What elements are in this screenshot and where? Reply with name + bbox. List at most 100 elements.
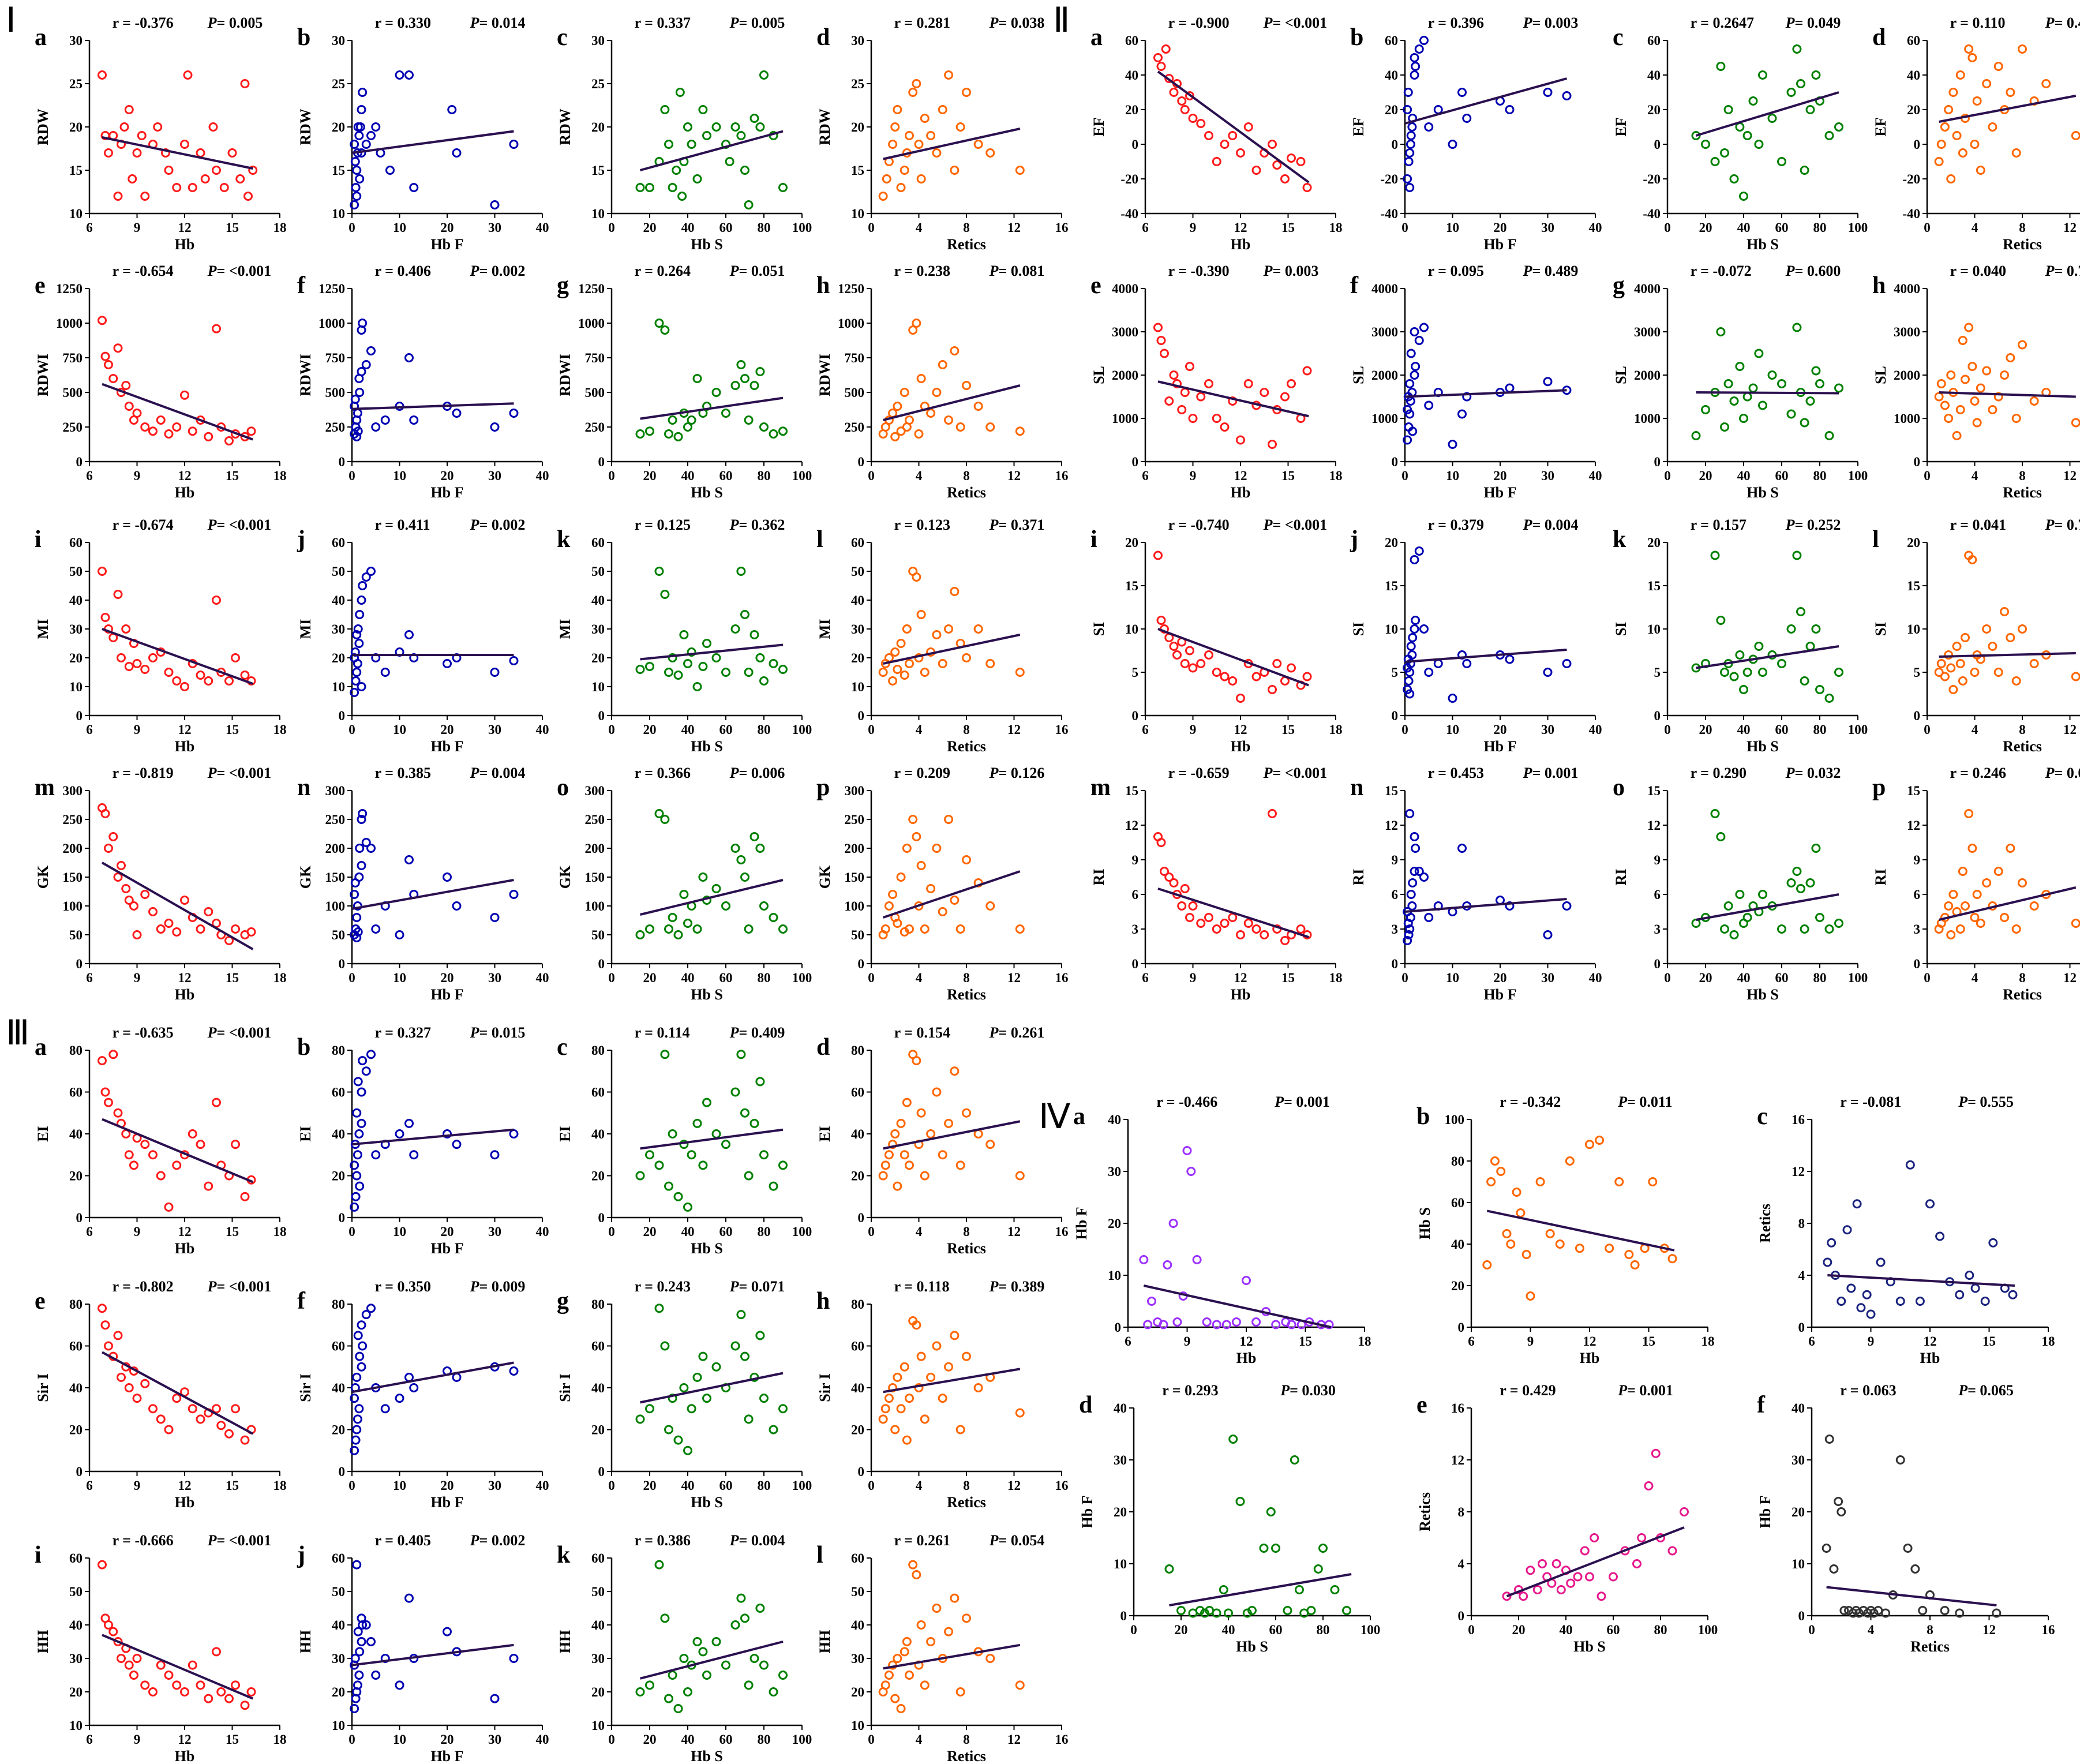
x-tick-label: 6	[86, 469, 93, 483]
y-axis-label: HH	[557, 1630, 574, 1653]
y-tick-label: 10	[851, 207, 864, 221]
data-point	[1236, 435, 1245, 445]
data-point	[1296, 157, 1306, 166]
x-tick-label: 8	[963, 1224, 970, 1239]
data-point	[1701, 140, 1710, 149]
data-point	[117, 653, 126, 662]
data-point	[1414, 44, 1424, 54]
x-tick-label: 15	[1642, 1334, 1655, 1349]
p-value: P= 0.004	[1523, 516, 1579, 533]
data-point	[148, 907, 158, 916]
data-point	[912, 1320, 921, 1330]
r-value: r = 0.429	[1500, 1382, 1556, 1399]
x-axis-label: Hb	[1231, 484, 1251, 501]
data-point	[1964, 323, 1974, 332]
x-tick-label: 12	[1007, 469, 1021, 483]
data-point	[1946, 663, 1956, 673]
data-point	[200, 174, 210, 183]
data-point	[1834, 919, 1843, 928]
data-point	[679, 890, 689, 899]
y-tick-label: 20	[591, 1423, 605, 1437]
data-point	[404, 353, 414, 362]
p-value: P= <0.001	[1263, 765, 1328, 781]
data-point	[1972, 96, 1982, 106]
y-tick-label: 2000	[1634, 368, 1661, 383]
y-tick-label: 15	[1385, 784, 1398, 798]
data-point	[740, 374, 749, 383]
data-point	[1800, 924, 1809, 934]
data-point	[246, 927, 256, 937]
data-point	[902, 1637, 912, 1646]
y-tick-label: 16	[1451, 1401, 1464, 1415]
data-point	[962, 88, 971, 97]
data-point	[1212, 414, 1221, 423]
data-point	[1811, 70, 1821, 80]
data-point	[1585, 1572, 1594, 1582]
data-point	[896, 426, 906, 436]
data-point	[1424, 668, 1434, 677]
panel-letter: k	[557, 1542, 571, 1568]
x-tick-label: 18	[1329, 971, 1343, 985]
y-tick-label: 20	[1907, 103, 1920, 117]
data-point	[1260, 930, 1269, 939]
data-point	[902, 1098, 912, 1107]
y-tick-label: 10	[1907, 622, 1920, 636]
x-tick-label: 9	[1190, 971, 1197, 985]
y-tick-label: 10	[332, 207, 345, 221]
data-point	[352, 913, 362, 922]
x-axis-label: Hb	[1231, 986, 1251, 1003]
data-point	[1212, 1320, 1221, 1329]
data-point	[721, 1140, 730, 1149]
data-point	[1405, 924, 1415, 934]
data-point	[1516, 1208, 1526, 1218]
data-point	[1172, 650, 1182, 660]
x-tick-label: 10	[393, 1732, 406, 1747]
x-tick-label: 18	[273, 220, 287, 235]
data-point	[104, 1620, 113, 1630]
x-tick-label: 9	[134, 1478, 141, 1493]
data-point	[172, 1394, 182, 1403]
y-tick-label: 50	[851, 564, 864, 579]
x-tick-label: 18	[1358, 1334, 1371, 1349]
section-label-III: Ⅲ	[6, 1014, 29, 1052]
data-point	[1448, 140, 1457, 149]
data-point	[355, 844, 365, 853]
data-point	[350, 395, 360, 404]
data-point	[1159, 1320, 1168, 1329]
y-tick-label: 750	[325, 351, 346, 365]
data-point	[1015, 1408, 1025, 1418]
panel-letter: g	[557, 272, 569, 299]
regression-line	[351, 130, 514, 154]
data-point	[926, 1637, 936, 1646]
regression-line	[102, 383, 253, 441]
data-point	[955, 924, 965, 934]
p-value: P= 0.014	[470, 14, 526, 31]
p-value: P= 0.001	[1617, 1382, 1673, 1399]
data-point	[1936, 140, 1946, 149]
data-point	[744, 1171, 754, 1181]
x-tick-label: 100	[792, 469, 812, 483]
y-axis-label: EF	[1613, 117, 1629, 136]
data-point	[447, 105, 457, 114]
data-point	[683, 659, 692, 668]
data-point	[896, 1118, 906, 1128]
y-tick-label: 5	[1132, 665, 1139, 680]
y-tick-label: 40	[851, 1618, 864, 1632]
data-point	[912, 832, 921, 841]
x-axis-label: Hb F	[430, 738, 463, 755]
data-point	[196, 148, 205, 158]
data-point	[1302, 672, 1312, 681]
data-point	[1180, 659, 1190, 668]
x-tick-label: 8	[963, 469, 970, 483]
data-point	[677, 192, 687, 201]
x-tick-label: 6	[1125, 1334, 1131, 1349]
data-point	[692, 682, 702, 691]
data-point	[137, 131, 147, 140]
data-point	[357, 1087, 366, 1097]
x-tick-label: 30	[1541, 722, 1554, 737]
data-point	[905, 1671, 914, 1680]
x-tick-label: 18	[273, 1732, 287, 1747]
data-point	[730, 381, 740, 390]
x-tick-label: 0	[608, 1732, 615, 1747]
